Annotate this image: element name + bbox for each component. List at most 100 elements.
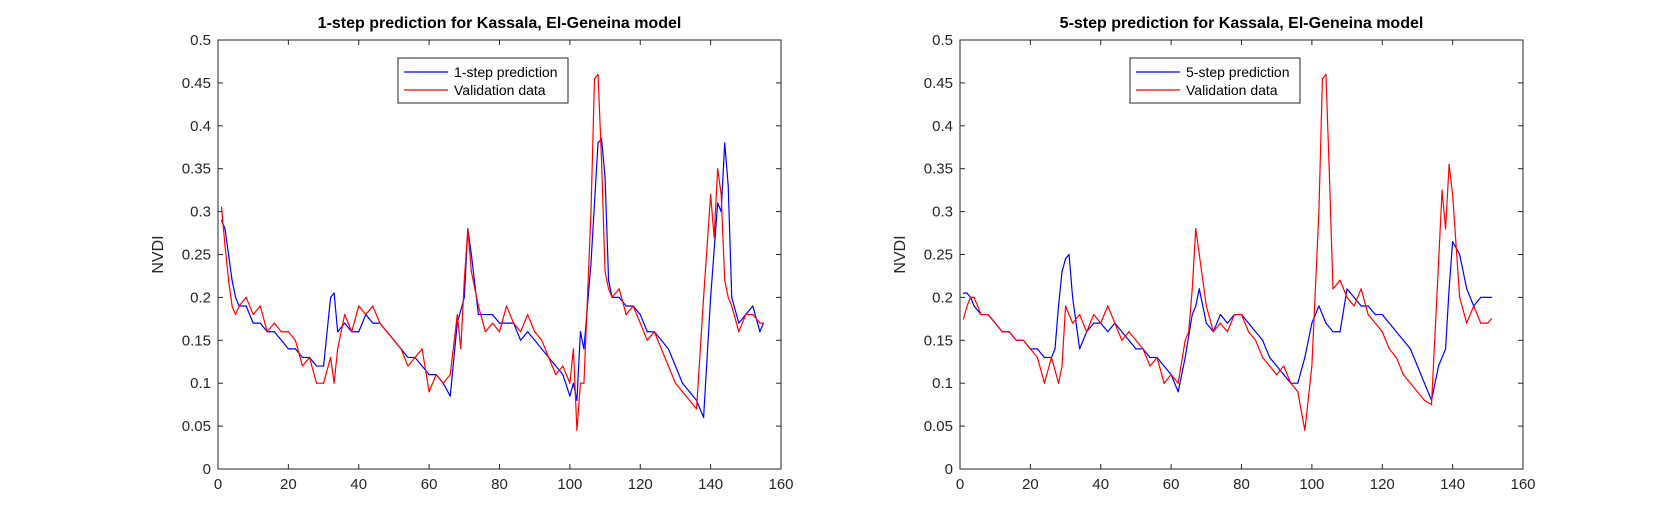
- data-point: [1205, 322, 1207, 324]
- legend-label-2: Validation data: [1186, 82, 1278, 98]
- data-point: [674, 365, 677, 367]
- x-tick-label: 100: [1299, 476, 1324, 493]
- data-point: [1015, 339, 1017, 341]
- data-point: [1188, 331, 1190, 333]
- data-point: [660, 348, 662, 350]
- legend-label-1: 5-step prediction: [1186, 64, 1290, 80]
- data-point: [414, 356, 416, 359]
- data-point: [607, 288, 610, 290]
- data-point: [234, 296, 237, 298]
- y-tick-label: 0.05: [924, 418, 953, 435]
- data-point: [1395, 356, 1397, 359]
- data-point: [597, 73, 599, 75]
- x-tick-label: 40: [1092, 476, 1109, 493]
- legend-box: [397, 57, 569, 104]
- data-point: [604, 271, 606, 273]
- data-point: [1128, 339, 1130, 341]
- data-point: [449, 374, 451, 376]
- data-point: [1423, 382, 1426, 384]
- y-tick-label: 0.15: [182, 332, 211, 349]
- data-point: [962, 318, 965, 320]
- data-point: [1466, 322, 1468, 324]
- data-point: [1283, 365, 1285, 367]
- data-point: [372, 322, 374, 324]
- data-point: [593, 78, 596, 80]
- data-point: [224, 245, 226, 247]
- data-point: [1297, 382, 1299, 384]
- y-tick-label: 0.4: [932, 118, 953, 135]
- data-point: [234, 313, 237, 316]
- data-point: [245, 305, 247, 307]
- data-point: [579, 382, 582, 384]
- data-point: [1072, 296, 1074, 298]
- data-point: [1240, 313, 1243, 316]
- data-point: [1079, 313, 1081, 316]
- data-point: [407, 356, 409, 359]
- data-point: [344, 313, 346, 316]
- x-tick-label: 140: [698, 476, 723, 493]
- data-point: [727, 296, 729, 298]
- data-point: [379, 322, 381, 324]
- data-point: [618, 296, 620, 298]
- data-point: [1395, 331, 1397, 333]
- x-tick-label: 140: [1440, 476, 1465, 493]
- data-point: [745, 313, 747, 316]
- y-tick-label: 0.2: [190, 289, 211, 306]
- data-point: [731, 305, 733, 307]
- data-point: [752, 313, 754, 316]
- data-point: [1057, 305, 1060, 307]
- data-point: [717, 168, 719, 170]
- data-point: [1149, 356, 1151, 359]
- data-point: [562, 365, 564, 367]
- data-point: [713, 236, 715, 238]
- x-tick-label: 0: [214, 476, 222, 493]
- data-point: [1409, 382, 1411, 384]
- data-point: [1184, 356, 1186, 359]
- y-tick-label: 0.5: [932, 32, 953, 49]
- data-point: [1325, 73, 1327, 75]
- data-point: [1409, 348, 1411, 350]
- data-point: [460, 348, 462, 350]
- data-point: [1061, 365, 1063, 367]
- data-point: [505, 305, 508, 307]
- data-point: [491, 313, 494, 316]
- data-point: [1444, 348, 1447, 350]
- data-point: [1480, 296, 1482, 298]
- y-tick-label: 0.1: [190, 375, 211, 392]
- data-point: [1437, 365, 1440, 367]
- data-point: [1381, 331, 1383, 333]
- data-point: [1195, 228, 1197, 230]
- data-point: [224, 228, 226, 230]
- data-point: [1043, 356, 1046, 359]
- x-tick-label: 60: [421, 476, 438, 493]
- data-point: [1269, 356, 1271, 359]
- x-tick-label: 160: [768, 476, 793, 493]
- data-point: [287, 331, 289, 333]
- data-point: [534, 331, 536, 333]
- chart-panel-2: 0 20 40 60 80 100 120 140 160 0 0.05 0.1 0.15 0.2 0.25…: [892, 15, 1536, 493]
- data-point: [720, 193, 722, 196]
- data-point: [973, 305, 975, 307]
- data-point: [688, 391, 691, 393]
- data-point: [477, 313, 479, 316]
- data-point: [1402, 374, 1404, 376]
- data-point: [435, 374, 437, 376]
- data-point: [1276, 374, 1278, 376]
- x-tick-label: 20: [280, 476, 297, 493]
- data-point: [1360, 288, 1362, 290]
- data-point: [1304, 429, 1306, 431]
- data-point: [294, 348, 297, 350]
- data-point: [344, 322, 346, 324]
- data-point: [639, 313, 641, 316]
- data-point: [1191, 288, 1193, 290]
- x-tick-label: 160: [1510, 476, 1535, 493]
- data-point: [1466, 288, 1468, 290]
- data-point: [1374, 322, 1376, 324]
- data-point: [1191, 313, 1193, 316]
- data-point: [973, 296, 975, 298]
- data-point: [738, 331, 740, 333]
- data-point: [512, 322, 515, 324]
- data-point: [1086, 331, 1088, 333]
- data-point: [484, 313, 487, 316]
- data-point: [562, 374, 564, 376]
